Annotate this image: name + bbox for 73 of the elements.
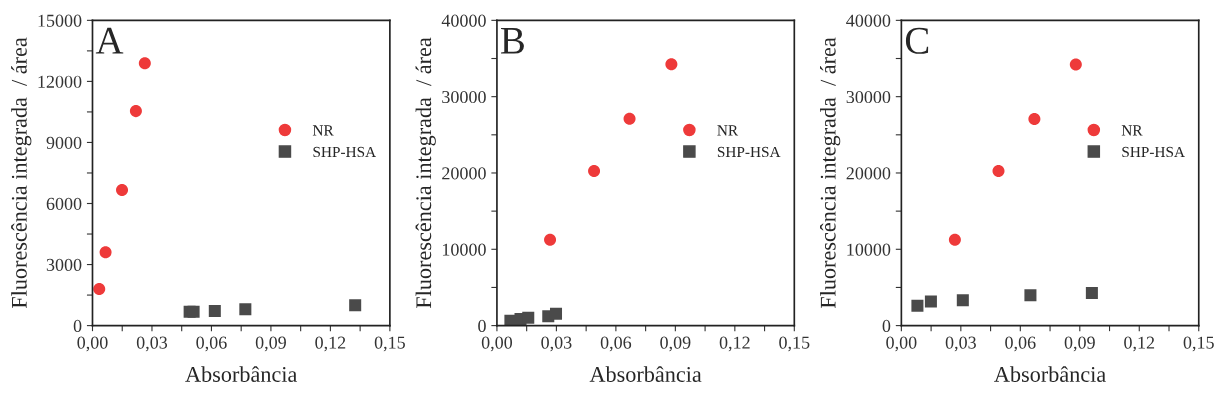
point — [911, 299, 924, 312]
x-tick-label: 0,15 — [1183, 336, 1214, 352]
x-tick-label: 0,03 — [541, 336, 572, 352]
point — [948, 233, 961, 246]
point — [138, 57, 151, 70]
y-tick-label: 0 — [73, 319, 82, 333]
point — [665, 58, 678, 71]
y-tick-label: 20000 — [846, 167, 891, 180]
annotation: A — [95, 27, 124, 54]
legend-label: SHP-HSA — [1122, 146, 1185, 158]
point — [1069, 58, 1082, 71]
point — [116, 184, 129, 197]
y-tick-label: 3000 — [46, 258, 82, 271]
y-tick-label: 0 — [882, 319, 891, 333]
point — [544, 233, 557, 246]
x-tick-label: 0,00 — [77, 336, 108, 352]
y-tick-label: 10000 — [847, 243, 891, 256]
y-tick-label: 0 — [478, 319, 486, 333]
point — [1085, 287, 1098, 300]
y-tick-label: 40000 — [846, 14, 891, 27]
point — [623, 112, 636, 125]
x-axis-title: Absorbância — [994, 366, 1106, 382]
legend-label: SHP-HSA — [717, 146, 781, 158]
y-axis-title: Fluorescência integrada / área — [820, 37, 841, 309]
y-tick-label: 20000 — [442, 167, 486, 180]
x-tick-label: 0,09 — [255, 336, 286, 352]
point — [1028, 112, 1041, 125]
x-tick-label: 0,09 — [660, 336, 691, 352]
y-tick-label: 12000 — [38, 75, 82, 88]
y-axis-title: Fluorescência integrada / área — [11, 37, 32, 309]
x-tick-label: 0,06 — [1005, 336, 1036, 352]
x-tick-label: 0,06 — [196, 336, 227, 352]
x-axis-title: Absorbância — [589, 366, 702, 382]
point — [588, 164, 601, 177]
x-tick-label: 0,12 — [719, 336, 750, 352]
y-tick-label: 10000 — [442, 243, 486, 256]
x-tick-label: 0,12 — [315, 336, 346, 352]
x-tick-label: 0,09 — [1064, 336, 1095, 352]
x-tick-label: 0,15 — [374, 336, 405, 352]
x-tick-label: 0,15 — [779, 336, 810, 352]
y-tick-label: 30000 — [846, 90, 891, 104]
point — [99, 246, 112, 259]
x-axis-title: Absorbância — [185, 366, 298, 382]
legend-label: NR — [717, 125, 739, 136]
y-tick-label: 30000 — [442, 90, 486, 104]
x-tick-label: 0,00 — [886, 336, 917, 352]
point — [187, 305, 200, 318]
point — [208, 304, 221, 317]
y-axis-title: Fluorescência integrada / área — [415, 37, 436, 309]
legend-label: NR — [312, 125, 334, 136]
y-tick-label: 15000 — [38, 14, 82, 27]
x-tick-label: 0,03 — [945, 336, 976, 352]
point — [549, 307, 563, 320]
x-tick-label: 0,12 — [1124, 336, 1155, 352]
x-tick-label: 0,06 — [600, 336, 632, 352]
annotation: C — [905, 27, 929, 54]
y-tick-label: 6000 — [46, 197, 82, 210]
x-tick-label: 0,03 — [136, 336, 168, 352]
point — [924, 295, 937, 308]
point — [349, 299, 362, 312]
point — [239, 303, 252, 316]
annotation: B — [501, 27, 524, 54]
point — [992, 164, 1005, 177]
point — [956, 294, 969, 307]
point — [522, 311, 535, 324]
point — [129, 105, 142, 118]
point — [1024, 289, 1037, 302]
x-tick-label: 0,00 — [481, 336, 513, 352]
y-tick-label: 40000 — [441, 14, 486, 27]
y-tick-label: 9000 — [46, 136, 82, 149]
point — [93, 282, 106, 295]
legend-label: NR — [1121, 125, 1143, 136]
legend-label: SHP-HSA — [313, 146, 377, 158]
